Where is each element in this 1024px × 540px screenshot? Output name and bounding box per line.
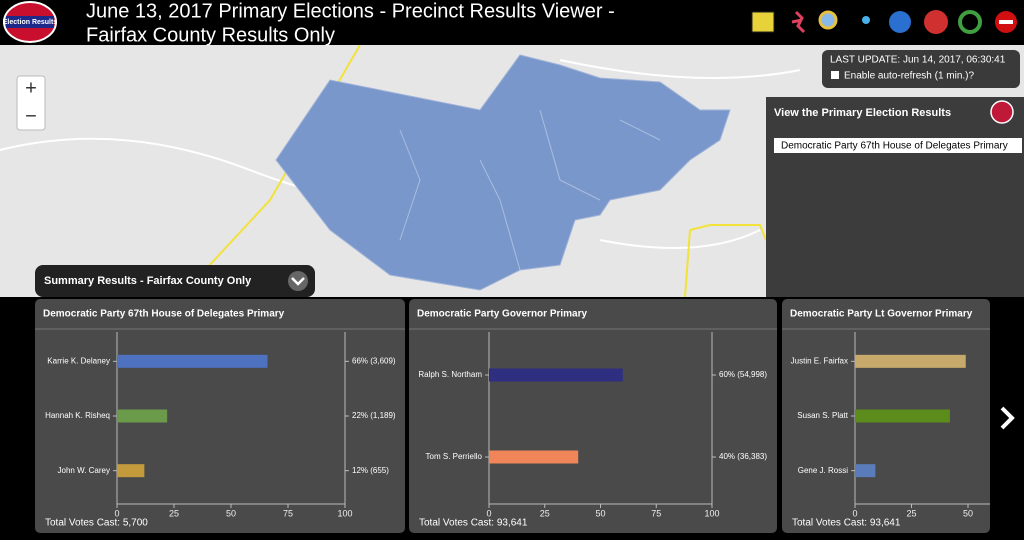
x-tick-label: 50	[963, 508, 973, 518]
bar	[117, 354, 268, 368]
category-label: Susan S. Platt	[797, 411, 848, 420]
chart-title: Democratic Party Governor Primary	[417, 309, 588, 320]
chart-title: Democratic Party 67th House of Delegates…	[43, 309, 285, 320]
category-label: Karrie K. Delaney	[47, 356, 110, 365]
auto-refresh-label: Enable auto-refresh (1 min.)?	[844, 71, 975, 82]
total-votes: Total Votes Cast: 5,700	[45, 518, 148, 529]
zoom-out[interactable]: −	[25, 105, 37, 127]
header	[0, 0, 1024, 45]
x-tick-label: 0	[114, 508, 119, 518]
category-label: Justin E. Fairfax	[791, 356, 848, 365]
value-label: 40% (36,383)	[719, 452, 767, 461]
x-tick-label: 25	[540, 508, 550, 518]
card-background	[409, 299, 777, 533]
logo-text: Election Results	[3, 19, 58, 26]
category-label: Tom S. Perriello	[426, 452, 483, 461]
title: Fairfax County Results Only	[86, 24, 335, 46]
x-tick-label: 0	[486, 508, 491, 518]
value-label: 60% (54,998)	[719, 370, 767, 379]
share-icon[interactable]	[862, 16, 870, 24]
chat-icon[interactable]	[924, 10, 948, 34]
category-label: Ralph S. Northam	[418, 370, 482, 379]
summary-toggle[interactable]	[288, 271, 308, 291]
bar	[117, 464, 145, 478]
close-icon-bar	[999, 20, 1013, 24]
x-tick-label: 50	[595, 508, 605, 518]
title: June 13, 2017 Primary Elections - Precin…	[86, 0, 615, 22]
summary-tab	[35, 265, 315, 297]
bar	[489, 450, 579, 464]
category-label: Hannah K. Risheq	[45, 411, 110, 420]
x-tick-label: 0	[852, 508, 857, 518]
x-tick-label: 75	[651, 508, 661, 518]
zoom-in[interactable]: +	[25, 77, 37, 99]
value-label: 66% (3,609)	[352, 356, 396, 365]
auto-refresh-checkbox[interactable]	[831, 71, 839, 79]
last-update-box	[822, 50, 1020, 88]
county-border	[684, 224, 767, 298]
panel-close[interactable]	[990, 100, 1014, 124]
table-icon[interactable]	[751, 11, 775, 33]
logo-band	[6, 16, 54, 28]
chart-title: Democratic Party Lt Governor Primary	[790, 309, 973, 320]
help-icon[interactable]	[889, 11, 911, 33]
x-tick-label: 25	[169, 508, 179, 518]
x-tick-label: 25	[906, 508, 916, 518]
chart-card: Democratic Party Governor Primary 0 25 50 75…	[409, 299, 777, 533]
election-select[interactable]	[774, 138, 1022, 153]
value-label: 22% (1,189)	[352, 411, 396, 420]
precinct-lines	[399, 109, 661, 271]
refresh-icon[interactable]	[958, 10, 982, 34]
bar	[855, 409, 950, 423]
value-label: 12% (655)	[352, 466, 389, 475]
total-votes: Total Votes Cast: 93,641	[419, 518, 528, 529]
search-icon[interactable]	[818, 10, 838, 30]
bar	[855, 464, 876, 478]
district-polygon[interactable]	[275, 54, 731, 291]
bar	[489, 368, 623, 382]
x-tick-label: 100	[704, 508, 719, 518]
panel-title: View the Primary Election Results	[774, 107, 951, 119]
x-tick-label: 50	[226, 508, 236, 518]
chart-card: Democratic Party Lt Governor Primary 0 25 5…	[782, 299, 990, 533]
election-select-text: Democratic Party 67th House of Delegates…	[781, 141, 1008, 152]
summary-toggle-arrow	[291, 277, 305, 286]
total-votes: Total Votes Cast: 93,641	[792, 518, 901, 529]
bar	[117, 409, 168, 423]
next-arrow[interactable]	[1000, 406, 1015, 430]
toolbar	[751, 10, 1017, 34]
bar	[855, 354, 966, 368]
runner-icon[interactable]	[791, 10, 806, 34]
summary-title: Summary Results - Fairfax County Only	[44, 275, 252, 287]
zoom-control	[16, 75, 46, 131]
chart-card: Democratic Party 67th House of Delegates…	[35, 299, 405, 533]
category-label: John W. Carey	[58, 466, 110, 475]
x-tick-label: 75	[283, 508, 293, 518]
category-label: Gene J. Rossi	[798, 466, 848, 475]
x-tick-label: 100	[337, 508, 352, 518]
last-update: LAST UPDATE: Jun 14, 2017, 06:30:41	[830, 55, 1006, 66]
